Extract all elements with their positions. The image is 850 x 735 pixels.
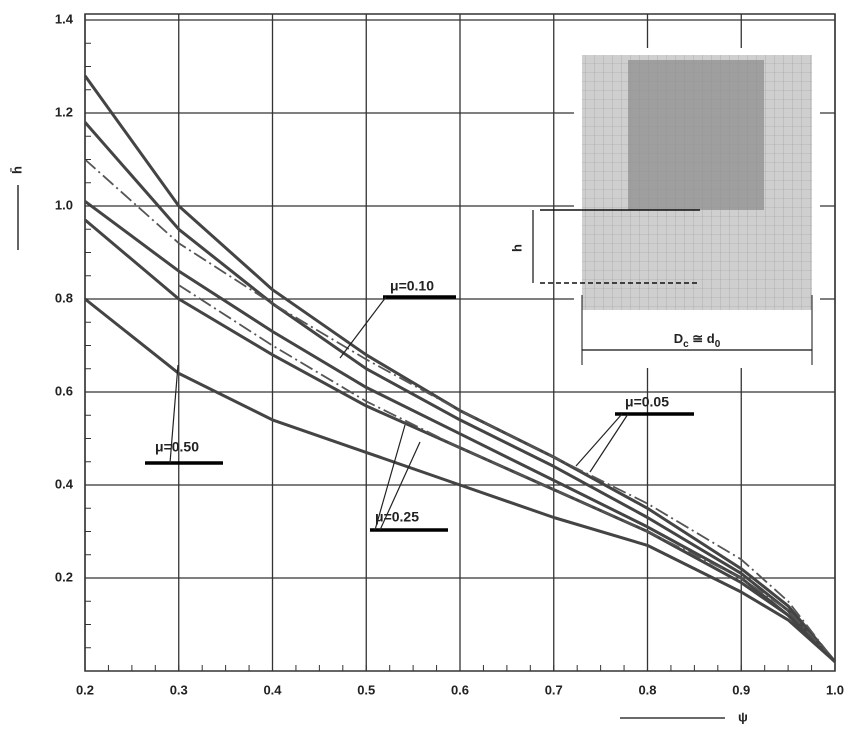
y-tick-label: 0.4 bbox=[55, 476, 74, 491]
x-tick-label: 0.5 bbox=[357, 682, 375, 697]
inset-punch bbox=[628, 60, 764, 210]
y-tick-label: 0.2 bbox=[55, 569, 73, 584]
y-tick-label: 0.6 bbox=[55, 383, 73, 398]
label-part: D bbox=[674, 331, 683, 346]
label-part: c bbox=[683, 339, 689, 350]
y-tick-label: 1.4 bbox=[55, 11, 74, 26]
curve bbox=[84, 218, 837, 663]
curve bbox=[83, 121, 837, 663]
curve-label: μ=0.25 bbox=[375, 509, 419, 525]
curve bbox=[84, 200, 837, 663]
x-tick-label: 0.9 bbox=[732, 682, 750, 697]
x-axis-label: ψ bbox=[738, 709, 748, 724]
y-tick-label: 1.2 bbox=[55, 104, 73, 119]
y-tick-label: 0.8 bbox=[55, 290, 73, 305]
curve bbox=[84, 158, 836, 663]
curve-label: μ=0.05 bbox=[625, 394, 669, 410]
label-part: ≅ d bbox=[689, 331, 715, 346]
inset-height-label: h bbox=[509, 244, 524, 252]
leader-line bbox=[575, 413, 623, 467]
leader-line bbox=[339, 296, 387, 359]
leader-line bbox=[169, 364, 179, 464]
curve-label: μ=0.10 bbox=[390, 278, 434, 294]
label-part: 0 bbox=[715, 339, 721, 350]
x-tick-label: 0.8 bbox=[638, 682, 656, 697]
inset-diameter-label: Dc ≅ d0 bbox=[674, 331, 721, 349]
inset-image: h Dc ≅ d0 bbox=[509, 48, 820, 368]
curve-label: μ=0.50 bbox=[155, 439, 199, 455]
y-tick-label: 1.0 bbox=[55, 197, 73, 212]
x-tick-label: 0.3 bbox=[170, 682, 188, 697]
curve bbox=[84, 297, 836, 663]
y-axis-label: h̄ bbox=[9, 166, 24, 174]
x-tick-label: 1.0 bbox=[826, 682, 844, 697]
x-tick-label: 0.7 bbox=[545, 682, 563, 697]
x-tick-label: 0.2 bbox=[76, 682, 94, 697]
curve bbox=[178, 284, 836, 663]
leader-line bbox=[379, 441, 421, 531]
leader-line bbox=[374, 424, 406, 531]
x-tick-label: 0.4 bbox=[263, 682, 282, 697]
leader-line bbox=[589, 413, 629, 473]
x-tick-label: 0.6 bbox=[451, 682, 469, 697]
